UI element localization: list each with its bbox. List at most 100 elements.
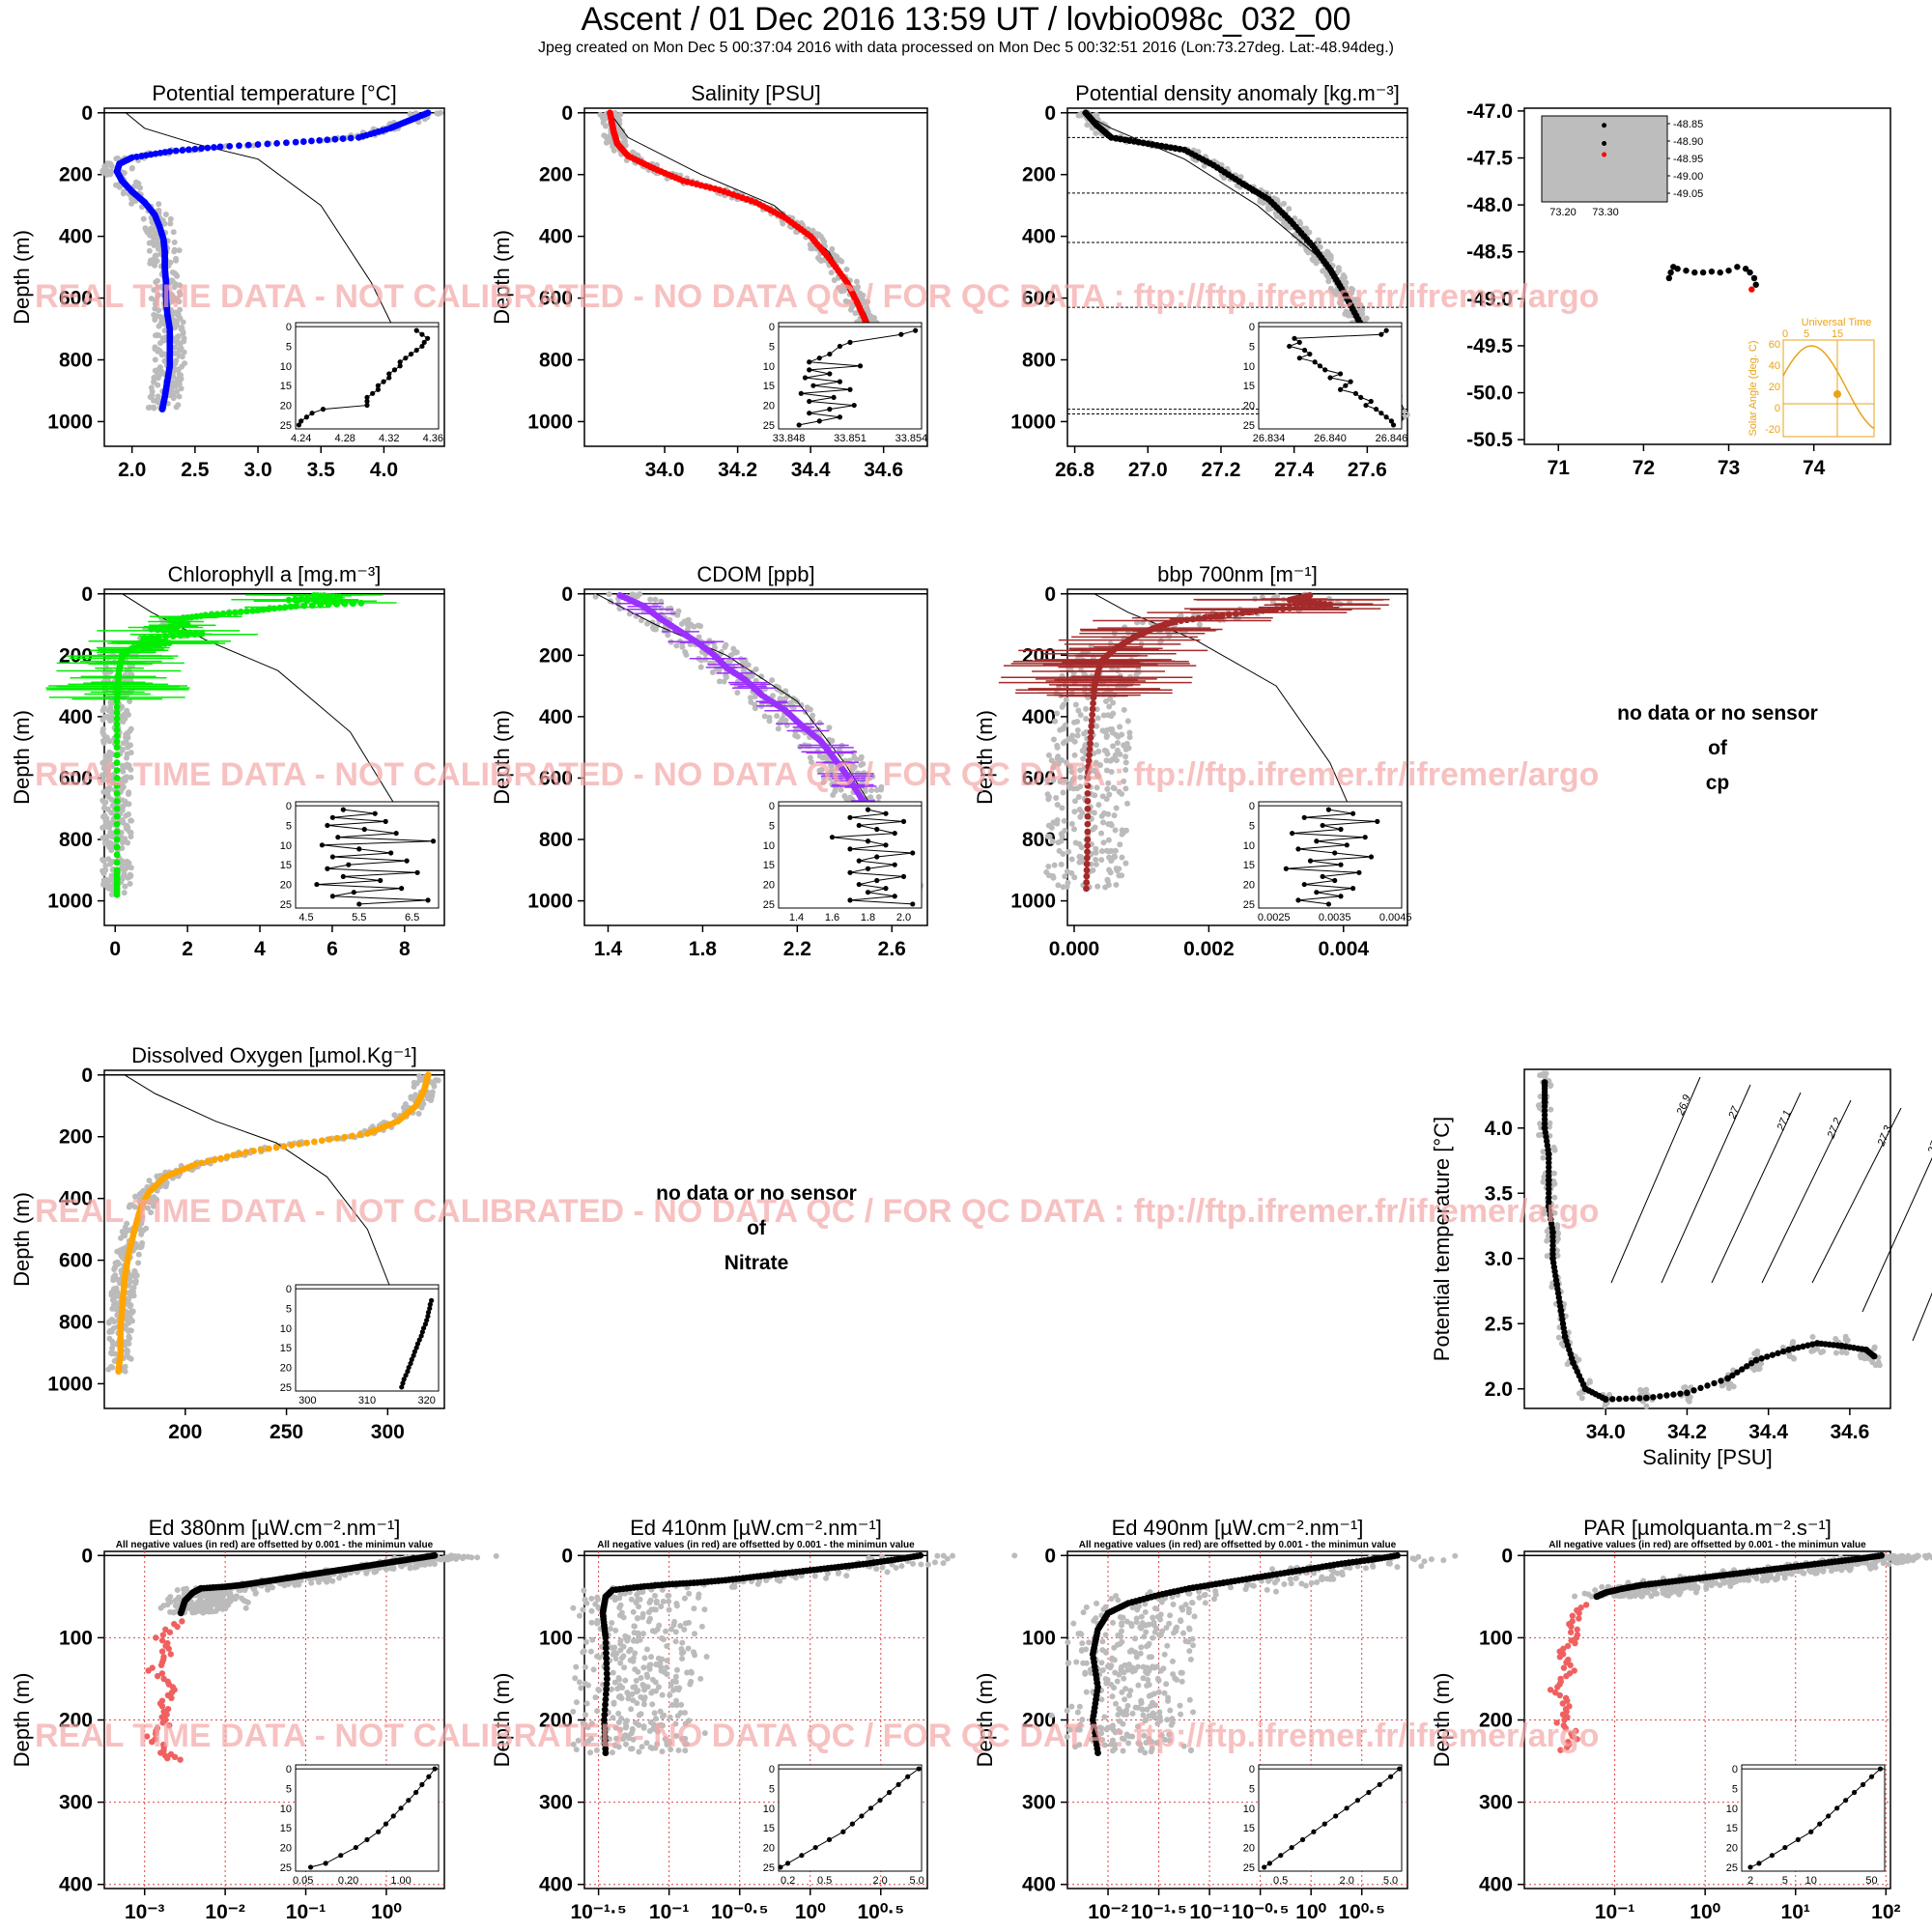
inset-y-label: 15 (280, 860, 292, 871)
data-point (242, 1149, 250, 1156)
data-point (184, 631, 191, 639)
data-point (285, 596, 293, 604)
inset-point (1317, 363, 1323, 369)
data-point (1313, 602, 1321, 610)
inset-x-label: 2.0 (896, 912, 911, 923)
history-point (1109, 725, 1116, 732)
data-point (177, 632, 185, 639)
history-point (140, 215, 147, 222)
inset-y-label: 20 (1243, 880, 1255, 892)
inset-point (1378, 411, 1384, 416)
data-point (308, 602, 316, 610)
history-point (1054, 744, 1061, 751)
history-point (150, 397, 156, 404)
history-point (1075, 707, 1082, 714)
history-point (1265, 206, 1272, 213)
data-point (225, 610, 233, 617)
inset-point (1343, 383, 1349, 388)
history-point (875, 794, 882, 801)
history-point (122, 883, 128, 890)
y-axis-label: Depth (m) (10, 710, 34, 805)
chart-title: Potential density anomaly [kg.m⁻³] (1075, 81, 1400, 105)
history-point (100, 740, 107, 747)
history-point (128, 833, 134, 839)
data-point (1087, 728, 1094, 736)
inset-point (874, 877, 880, 884)
data-point (1225, 611, 1233, 618)
data-point (1083, 867, 1091, 874)
x-tick-label: 34.6 (1830, 1421, 1869, 1443)
data-point (1212, 612, 1220, 620)
x-tick-label: 0 (109, 938, 121, 960)
history-point (1045, 863, 1052, 869)
history-point (826, 724, 833, 731)
history-point (1101, 810, 1108, 816)
history-point (1119, 854, 1125, 861)
data-point (1299, 603, 1307, 611)
history-point (144, 229, 151, 236)
data-point (1259, 607, 1266, 614)
history-point (119, 817, 126, 824)
history-point (1054, 710, 1061, 717)
inset-point (1296, 355, 1302, 361)
history-point (101, 800, 108, 807)
inset-point (910, 901, 916, 907)
history-point (103, 876, 110, 883)
inset-point (329, 854, 335, 860)
data-point (282, 139, 290, 147)
x-tick-label: 34.0 (1586, 1421, 1626, 1443)
history-point (1555, 1334, 1562, 1341)
history-point (128, 200, 135, 207)
history-point (171, 239, 178, 245)
data-point (1091, 688, 1097, 696)
history-point (156, 323, 162, 329)
inset-point (827, 371, 833, 377)
inset-point (1337, 371, 1344, 377)
zoom-position (1602, 123, 1607, 128)
data-point (1088, 723, 1095, 730)
history-point (156, 340, 163, 347)
history-point (176, 247, 183, 254)
inset-point (865, 890, 871, 895)
y-tick-label: -48.5 (1466, 242, 1513, 264)
history-point (1726, 1383, 1733, 1390)
history-point (177, 306, 184, 313)
inset-point (414, 869, 420, 875)
inset-point (807, 411, 812, 416)
y-axis-label: Depth (m) (10, 230, 34, 325)
history-point (159, 217, 166, 224)
inset-point (346, 862, 352, 867)
inset-point (810, 383, 816, 388)
inset-y-label: 5 (769, 820, 775, 832)
data-point (113, 738, 121, 746)
inset-point (837, 414, 843, 420)
history-point (176, 371, 183, 378)
history-point (1116, 866, 1122, 872)
history-point (99, 857, 106, 864)
history-point (1065, 848, 1072, 855)
x-tick-label: 34.0 (645, 459, 685, 481)
history-point (108, 163, 115, 170)
data-point (191, 145, 199, 153)
x-tick-label: 1.4 (594, 938, 623, 960)
history-point (161, 351, 168, 357)
history-point (129, 1309, 136, 1316)
history-point (1094, 883, 1101, 890)
history-point (435, 1077, 441, 1084)
y-tick-label: 0 (1044, 102, 1056, 125)
history-point (126, 1333, 132, 1340)
inset-point (386, 375, 392, 381)
history-point (816, 720, 823, 726)
history-point (162, 1183, 169, 1190)
history-point (1114, 740, 1121, 747)
data-point (308, 137, 315, 145)
x-tick-label: 6 (327, 938, 338, 960)
history-point (434, 110, 440, 117)
inset-point (892, 894, 897, 899)
inset-point (910, 850, 916, 856)
inset-point (383, 818, 388, 824)
history-point (697, 623, 704, 630)
history-point (1112, 827, 1119, 834)
history-point (1055, 882, 1062, 889)
history-point (1324, 248, 1331, 255)
